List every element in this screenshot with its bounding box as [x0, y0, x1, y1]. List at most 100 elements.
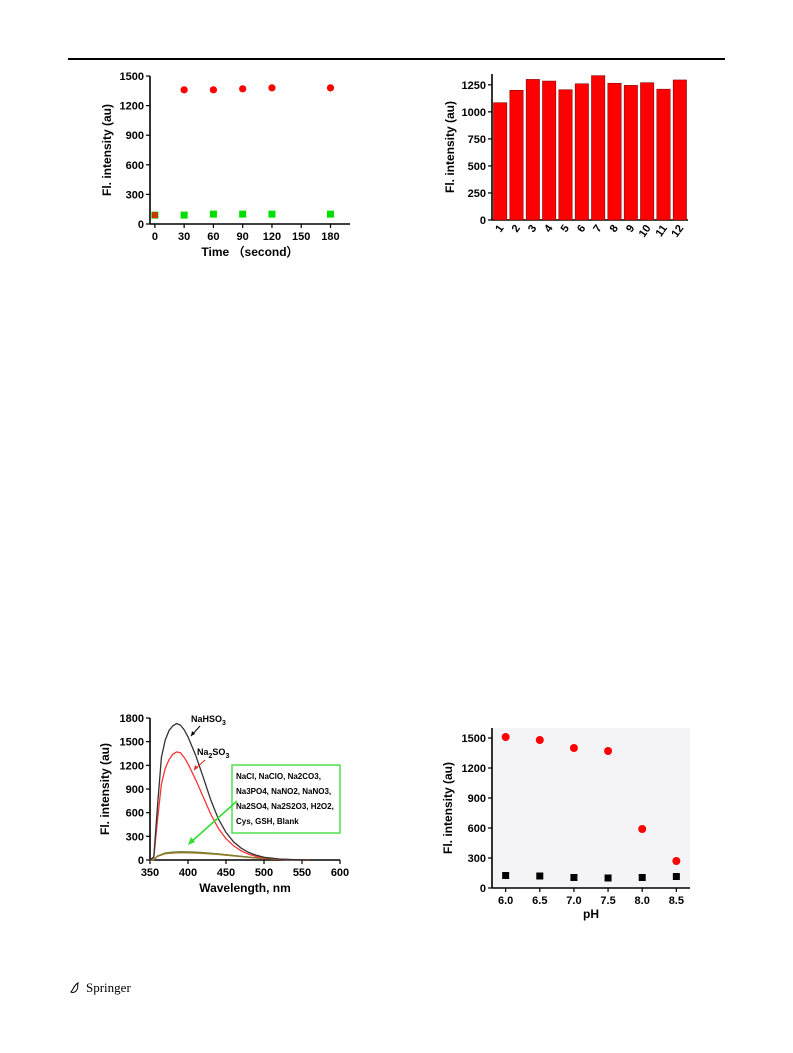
data-point-circle — [326, 84, 335, 92]
x-tick-label: 180 — [321, 231, 339, 243]
legend-line: Na3PO4, NaNO2, NaNO3, — [236, 787, 331, 796]
y-tick-label: 1500 — [120, 737, 144, 749]
y-tick-label: 1250 — [462, 80, 486, 92]
bar — [525, 79, 540, 221]
data-point-circle — [180, 86, 188, 94]
y-axis-label: Fl. intensity (au) — [98, 743, 112, 835]
legend-arrow — [189, 800, 238, 844]
y-tick-label: 0 — [138, 855, 144, 867]
data-point-circle — [268, 84, 276, 92]
y-tick-label: 1200 — [462, 763, 486, 775]
data-point-circle — [569, 744, 578, 752]
data-point-overlap — [151, 212, 158, 219]
x-tick-label: 500 — [255, 867, 273, 879]
data-point-circle — [604, 747, 613, 755]
data-point-square — [180, 211, 188, 219]
arrowhead — [188, 837, 195, 845]
y-tick-label: 0 — [138, 219, 144, 231]
x-tick-label: 350 — [141, 867, 159, 879]
y-axis-label: Fl. intensity (au) — [443, 101, 457, 193]
chart-selectivity-spectra: 0 300 600 900 1200 1500 1800 Fl. intensity (au)… — [98, 713, 349, 895]
y-tick-label: 500 — [468, 161, 486, 173]
bar — [640, 82, 655, 221]
header-rule — [68, 58, 725, 60]
legend-line: NaCl, NaClO, Na2CO3, — [236, 772, 321, 781]
y-tick-label: 1500 — [120, 71, 144, 83]
bar — [542, 80, 557, 221]
x-tick-label: 7.5 — [600, 895, 615, 907]
annotation-nahso3: NaHSO3 — [191, 714, 226, 727]
legend-box — [231, 764, 341, 834]
x-axis-label: Wavelength, nm — [199, 881, 291, 895]
bar — [623, 85, 638, 221]
y-tick-label: 900 — [126, 130, 144, 142]
data-point-circle — [501, 733, 510, 741]
x-tick-label: 7.0 — [566, 895, 581, 907]
data-point-square — [502, 872, 510, 879]
data-point-circle — [239, 85, 247, 93]
x-tick-label: 3 — [526, 223, 539, 235]
bar — [607, 82, 622, 221]
y-tick-label: 300 — [468, 853, 486, 865]
x-tick-label: 1 — [493, 223, 506, 235]
x-tick-label: 0 — [152, 231, 158, 243]
y-tick-label: 0 — [480, 215, 486, 227]
x-tick-label: 9 — [624, 223, 637, 235]
x-tick-label: 30 — [178, 231, 190, 243]
springer-logo-icon — [70, 982, 79, 993]
x-tick-label: 550 — [293, 867, 311, 879]
y-tick-label: 300 — [126, 831, 144, 843]
x-tick-label: 6.5 — [532, 895, 547, 907]
x-tick-label: 6.0 — [498, 895, 513, 907]
y-tick-label: 1000 — [462, 107, 486, 119]
y-tick-label: 900 — [468, 793, 486, 805]
data-point-square — [672, 873, 680, 880]
x-tick-label: 8.5 — [669, 895, 684, 907]
x-tick-label: 2 — [510, 223, 523, 235]
data-point-circle — [638, 825, 647, 833]
publisher-name: Springer — [86, 980, 131, 995]
y-tick-label: 1200 — [120, 101, 144, 113]
series-line-nahso3 — [149, 722, 310, 861]
data-point-circle — [535, 736, 544, 744]
legend-line: Na2SO4, Na2S2O3, H2O2, — [236, 802, 334, 811]
data-point-square — [604, 874, 612, 882]
x-tick-label: 450 — [217, 867, 235, 879]
chart-ph-effect: 0 300 600 900 1200 1500 Fl. intensity (au) 6.0 6… — [441, 728, 690, 921]
x-axis-label: Time （second） — [201, 244, 298, 259]
data-point-square — [239, 210, 247, 218]
y-tick-label: 1200 — [120, 760, 144, 772]
y-tick-label: 300 — [126, 189, 144, 201]
x-axis-label: pH — [583, 907, 599, 921]
arrowhead — [191, 731, 195, 736]
x-tick-label: 7 — [591, 223, 604, 235]
y-tick-label: 600 — [126, 808, 144, 820]
x-tick-label: 8 — [608, 223, 621, 235]
data-point-square — [570, 874, 578, 881]
x-tick-label: 120 — [263, 231, 281, 243]
y-tick-label: 750 — [468, 134, 486, 146]
annotation-na2so3: Na2SO3 — [197, 747, 229, 760]
data-point-square — [638, 874, 646, 881]
bar — [509, 89, 524, 221]
data-point-square — [326, 210, 334, 218]
x-tick-label: 150 — [292, 231, 310, 243]
legend-line: Cys, GSH, Blank — [236, 817, 299, 826]
y-tick-label: 1800 — [120, 713, 144, 725]
data-point-square — [268, 210, 276, 218]
footer: Springer — [68, 980, 131, 996]
y-axis-label: Fl. intensity (au) — [441, 762, 455, 854]
y-axis-label: Fl. intensity (au) — [100, 104, 114, 196]
data-point-square — [536, 872, 544, 880]
x-tick-label: 90 — [237, 231, 249, 243]
arrowhead — [194, 765, 198, 770]
bar — [656, 88, 671, 221]
chart-time-response: 0 300 600 900 1200 1500 Fl. intensity (au) 0 30 6… — [100, 71, 350, 259]
plot-background — [492, 728, 690, 888]
data-point-circle — [672, 857, 681, 865]
x-tick-label: 11 — [653, 223, 670, 239]
y-tick-label: 250 — [468, 188, 486, 200]
y-tick-label: 1500 — [462, 733, 486, 745]
y-tick-label: 600 — [468, 823, 486, 835]
